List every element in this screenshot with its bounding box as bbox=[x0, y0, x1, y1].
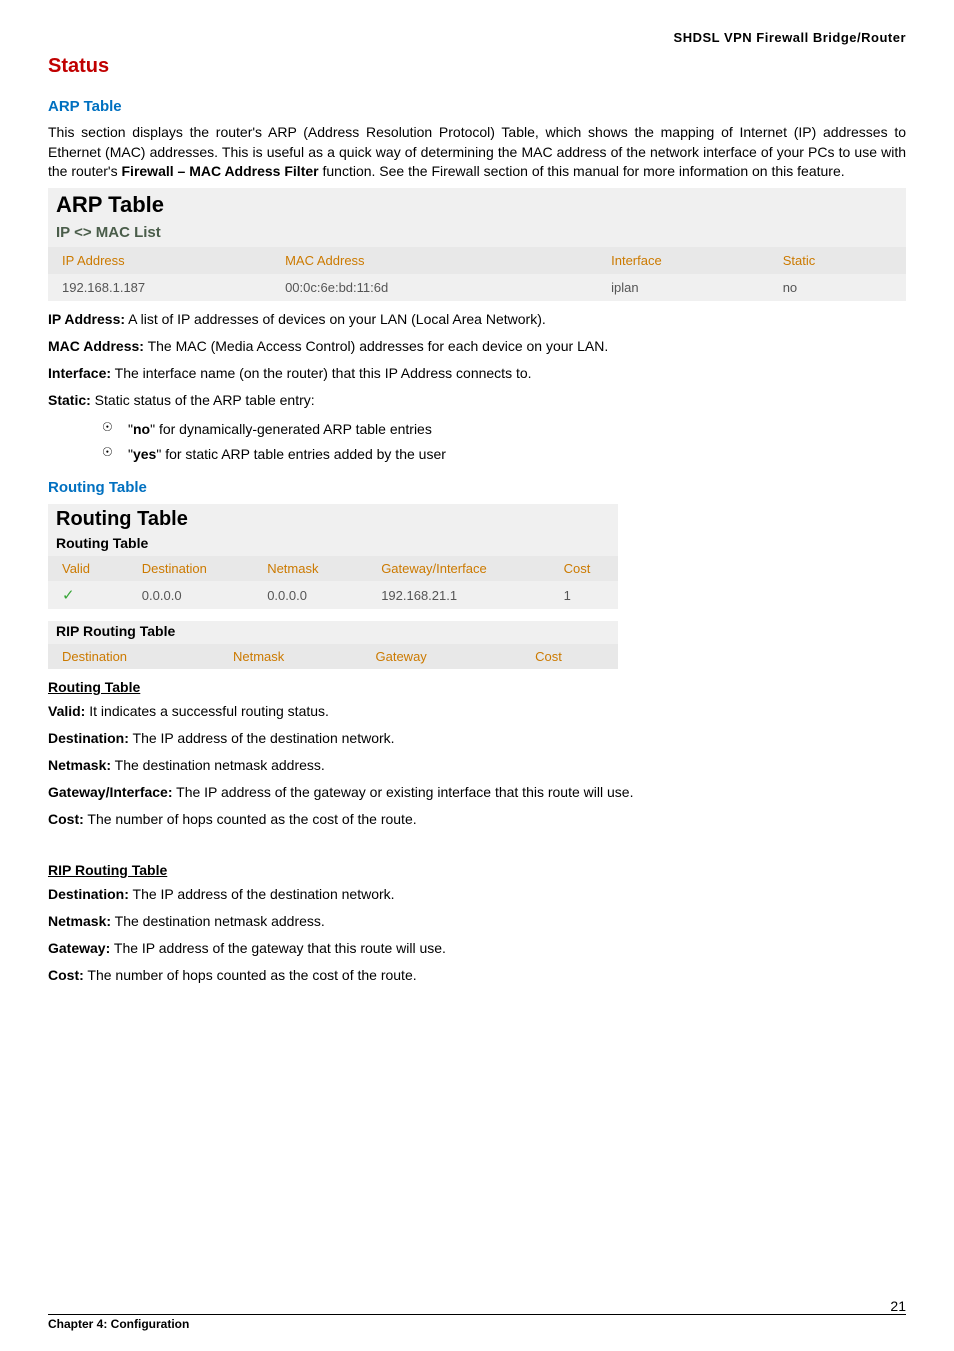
rt-col-netmask: Netmask bbox=[253, 556, 367, 581]
rip-def-netmask: Netmask: The destination netmask address… bbox=[48, 911, 906, 932]
valid-check-icon: ✓ bbox=[62, 587, 75, 604]
rt-row: ✓ 0.0.0.0 0.0.0.0 192.168.21.1 1 bbox=[48, 581, 618, 609]
arp-cell: iplan bbox=[597, 274, 769, 301]
def-ip: IP Address: A list of IP addresses of de… bbox=[48, 309, 906, 330]
rt-cell: 192.168.21.1 bbox=[367, 581, 549, 609]
arp-col-mac: MAC Address bbox=[271, 247, 597, 274]
arp-col-ip: IP Address bbox=[48, 247, 271, 274]
arp-intro: This section displays the router's ARP (… bbox=[48, 123, 906, 182]
rt-col-dest: Destination bbox=[128, 556, 253, 581]
arp-table-title: ARP Table bbox=[48, 188, 906, 222]
arp-table: ARP Table IP <> MAC List IP Address MAC … bbox=[48, 188, 906, 301]
rip-col-cost: Cost bbox=[521, 644, 618, 669]
routing-table-title: Routing Table bbox=[48, 504, 618, 533]
arp-table-subtitle: IP <> MAC List bbox=[48, 222, 906, 247]
rip-col-dest: Destination bbox=[48, 644, 219, 669]
arp-heading: ARP Table bbox=[48, 98, 906, 115]
static-bullets: "no" for dynamically-generated ARP table… bbox=[128, 417, 906, 467]
page-title: Status bbox=[48, 55, 906, 78]
rt-col-gw: Gateway/Interface bbox=[367, 556, 549, 581]
product-header: SHDSL VPN Firewall Bridge/Router bbox=[48, 30, 906, 45]
rip-col-netmask: Netmask bbox=[219, 644, 362, 669]
rt-cell: 0.0.0.0 bbox=[128, 581, 253, 609]
rt-cell: ✓ bbox=[48, 581, 128, 609]
rip-def-dest: Destination: The IP address of the desti… bbox=[48, 884, 906, 905]
page-footer: 21 Chapter 4: Configuration bbox=[48, 1306, 906, 1331]
routing-table: Routing Table Routing Table Valid Destin… bbox=[48, 504, 618, 609]
arp-cell: 00:0c:6e:bd:11:6d bbox=[271, 274, 597, 301]
rt-cell: 0.0.0.0 bbox=[253, 581, 367, 609]
routing-defs-title: Routing Table bbox=[48, 679, 906, 695]
routing-table-subtitle: Routing Table bbox=[48, 533, 618, 556]
rt-col-cost: Cost bbox=[550, 556, 618, 581]
def-iface: Interface: The interface name (on the ro… bbox=[48, 363, 906, 384]
rip-def-gw: Gateway: The IP address of the gateway t… bbox=[48, 938, 906, 959]
arp-cell: no bbox=[769, 274, 906, 301]
arp-cell: 192.168.1.187 bbox=[48, 274, 271, 301]
rip-def-cost: Cost: The number of hops counted as the … bbox=[48, 965, 906, 986]
bullet-yes: "yes" for static ARP table entries added… bbox=[128, 442, 906, 467]
def-gw: Gateway/Interface: The IP address of the… bbox=[48, 782, 906, 803]
def-mac: MAC Address: The MAC (Media Access Contr… bbox=[48, 336, 906, 357]
def-valid: Valid: It indicates a successful routing… bbox=[48, 701, 906, 722]
rt-cell: 1 bbox=[550, 581, 618, 609]
chapter-label: Chapter 4: Configuration bbox=[48, 1315, 906, 1331]
def-dest: Destination: The IP address of the desti… bbox=[48, 728, 906, 749]
arp-row: 192.168.1.187 00:0c:6e:bd:11:6d iplan no bbox=[48, 274, 906, 301]
routing-heading: Routing Table bbox=[48, 479, 906, 496]
rip-defs-title: RIP Routing Table bbox=[48, 862, 906, 878]
page-number: 21 bbox=[890, 1298, 906, 1314]
rip-table: RIP Routing Table Destination Netmask Ga… bbox=[48, 621, 618, 669]
def-cost: Cost: The number of hops counted as the … bbox=[48, 809, 906, 830]
def-static: Static: Static status of the ARP table e… bbox=[48, 390, 906, 411]
arp-col-iface: Interface bbox=[597, 247, 769, 274]
rt-col-valid: Valid bbox=[48, 556, 128, 581]
def-netmask: Netmask: The destination netmask address… bbox=[48, 755, 906, 776]
bullet-no: "no" for dynamically-generated ARP table… bbox=[128, 417, 906, 442]
rip-subtitle: RIP Routing Table bbox=[48, 621, 618, 644]
arp-col-static: Static bbox=[769, 247, 906, 274]
rip-col-gw: Gateway bbox=[362, 644, 522, 669]
